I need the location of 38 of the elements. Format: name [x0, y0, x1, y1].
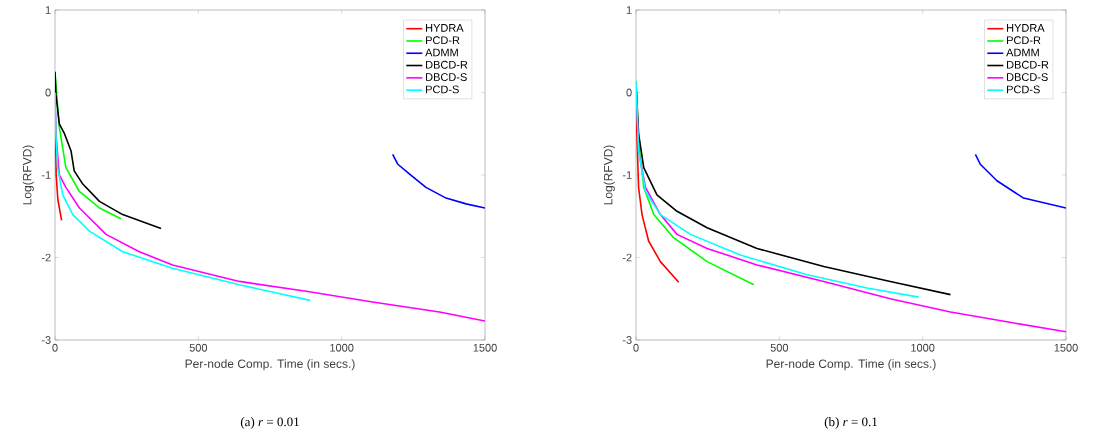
legend-label: ADMM [425, 48, 458, 57]
legend-label: DBCD-S [426, 73, 467, 81]
x-axis-title: Per-node Comp. Time (in secs.) [766, 359, 936, 371]
text: (a) r = 0.01 [240, 417, 299, 429]
y-tick-label: 0 [45, 88, 51, 97]
y-tick-label: -1 [622, 171, 632, 179]
y-axis-title: Log(RFVD) [603, 145, 615, 205]
legend-label: PCD-S [426, 85, 459, 94]
x-tick-label: 0 [52, 343, 58, 352]
line-series [974, 153, 1066, 209]
line-series [391, 153, 485, 209]
y-tick-label: -3 [622, 336, 632, 344]
y-tick-label: 1 [45, 6, 51, 14]
legend-label: PCD-R [1007, 36, 1041, 45]
y-tick-label: 0 [626, 88, 632, 97]
x-tick-label: 1500 [1054, 343, 1078, 352]
x-tick-label: 0 [633, 343, 639, 352]
x-tick-label: 1000 [911, 343, 935, 352]
y-tick-label: -2 [622, 253, 632, 262]
legend-label: HYDRA [426, 24, 464, 32]
text: (b) r = 0.1 [824, 417, 878, 429]
x-axis-title: Per-node Comp. Time (in secs.) [185, 359, 355, 371]
x-tick-label: 500 [770, 343, 789, 352]
legend-label: DBCD-R [1007, 60, 1049, 69]
y-axis-title: Log(RFVD) [22, 145, 34, 205]
legend-label: DBCD-S [1007, 73, 1048, 81]
y-tick-label: -2 [41, 253, 51, 262]
x-tick-label: 1000 [330, 343, 354, 352]
y-tick-label: -3 [41, 336, 51, 344]
legend-label: ADMM [1006, 48, 1039, 57]
legend-label: PCD-S [1007, 85, 1040, 94]
legend-label: HYDRA [1007, 24, 1045, 32]
x-tick-label: 500 [189, 343, 208, 352]
legend-label: PCD-R [426, 36, 460, 45]
x-tick-label: 1500 [473, 343, 497, 352]
y-tick-label: 1 [626, 6, 632, 14]
legend-label: DBCD-R [426, 60, 468, 69]
y-tick-label: -1 [41, 171, 51, 179]
